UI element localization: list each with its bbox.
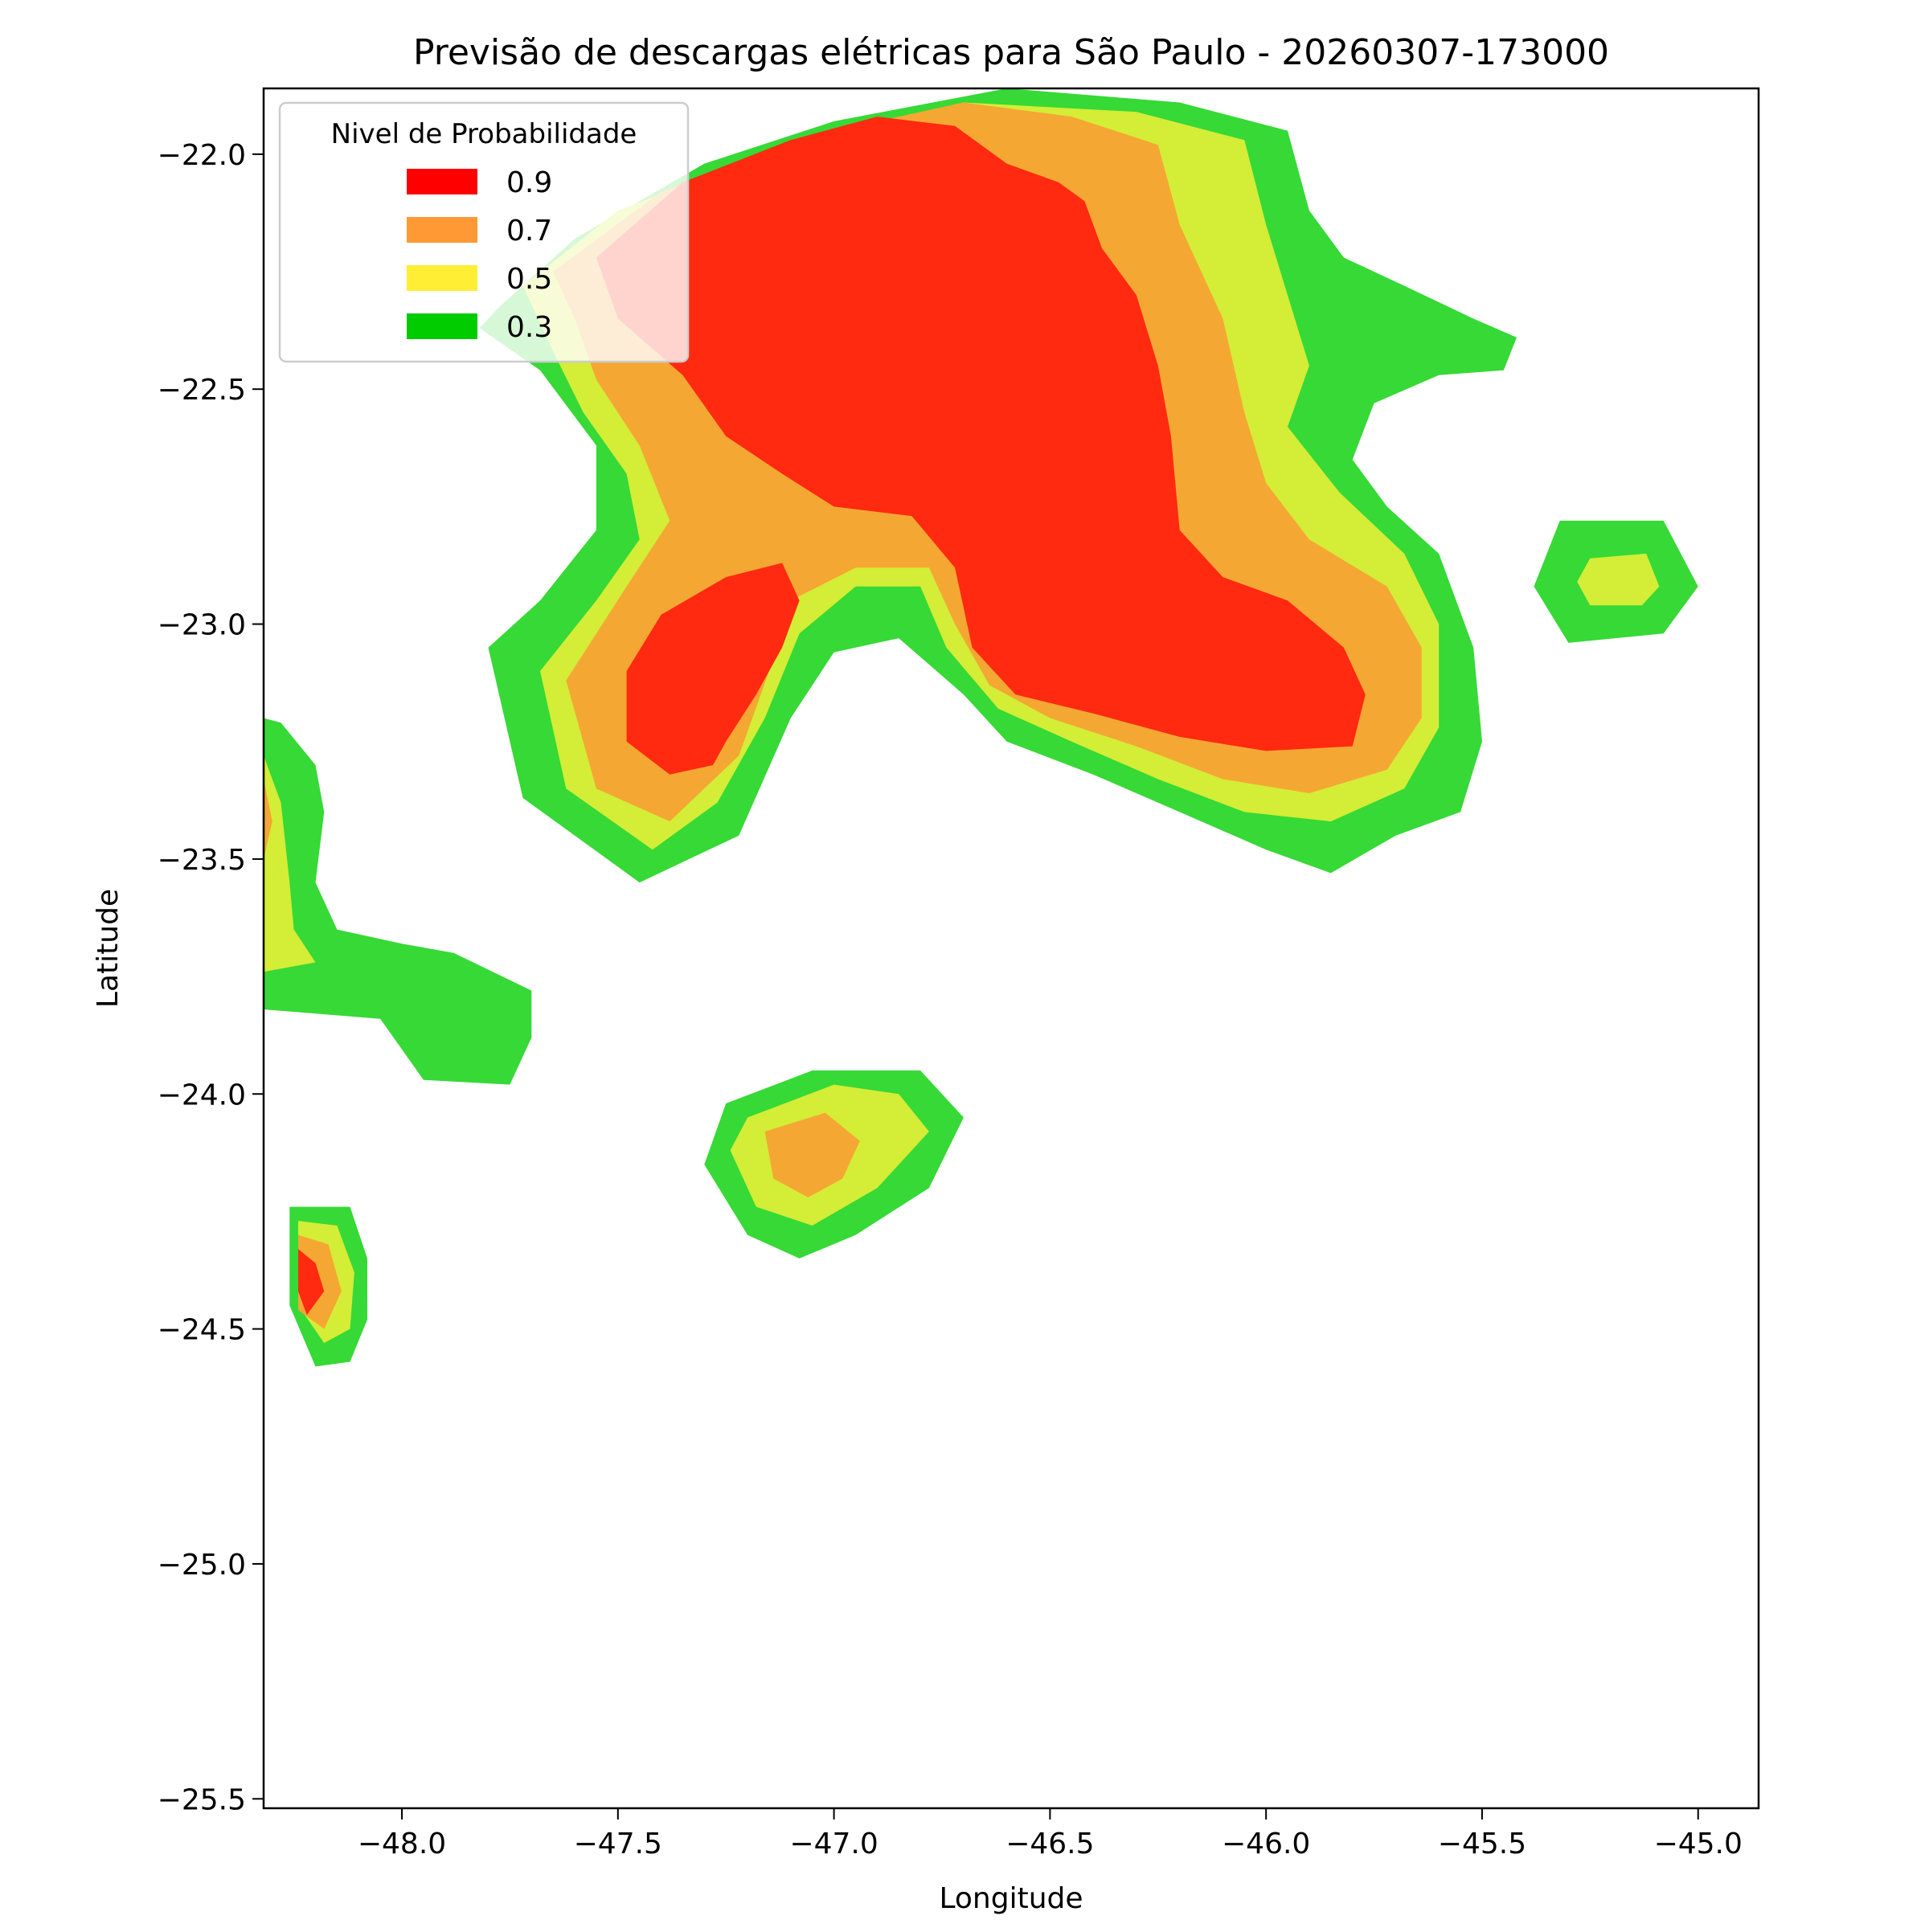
- legend: Nivel de Probabilidade 0.9 0.7 0.5 0.3: [278, 101, 690, 363]
- y-tick-label: −25.5: [158, 1783, 246, 1816]
- legend-title: Nivel de Probabilidade: [331, 118, 637, 150]
- x-tick-label: −47.0: [789, 1828, 878, 1860]
- contour-level-0_9: [298, 1249, 325, 1316]
- y-tick-label: −23.5: [158, 844, 246, 877]
- x-tick-label: −45.0: [1654, 1828, 1743, 1860]
- y-tick-label: −24.0: [158, 1079, 246, 1111]
- region-main-cell: [479, 88, 1517, 883]
- x-tick-label: −46.0: [1222, 1828, 1310, 1860]
- legend-swatch-0_3: [407, 313, 477, 339]
- contour-level-0_5: [264, 755, 316, 972]
- legend-swatch-0_9: [407, 169, 477, 194]
- legend-label-0_5: 0.5: [506, 263, 552, 296]
- contour-regions: [264, 88, 1698, 1367]
- y-tick-label: −22.0: [158, 139, 246, 172]
- region-east-spot: [1534, 520, 1698, 643]
- x-axis-label: Longitude: [939, 1882, 1083, 1915]
- x-tick-label: −47.5: [574, 1828, 662, 1860]
- contour-level-0_9: [596, 117, 1366, 751]
- y-tick-label: −24.5: [158, 1314, 246, 1347]
- legend-swatch-0_7: [407, 217, 477, 243]
- contour-level-0_7: [264, 779, 272, 859]
- legend-swatch-0_5: [407, 265, 477, 291]
- legend-box: [278, 101, 690, 363]
- region-west-cell: [264, 718, 532, 1085]
- contour-level-0_3: [264, 718, 532, 1085]
- contour-level-0_9: [626, 563, 800, 775]
- y-tick-label: −23.0: [158, 609, 246, 642]
- contour-level-0_7: [764, 1112, 860, 1197]
- legend-label-0_9: 0.9: [506, 166, 552, 199]
- legend-label-0_3: 0.3: [506, 311, 552, 344]
- legend-entries: 0.9 0.7 0.5 0.3: [407, 166, 552, 344]
- region-south-cell: [704, 1070, 964, 1259]
- y-tick-label: −22.5: [158, 374, 246, 407]
- legend-label-0_7: 0.7: [506, 215, 552, 248]
- plot-frame: [262, 87, 1760, 1810]
- contour-level-0_5: [1577, 553, 1660, 606]
- chart-title: Previsão de descargas elétricas para São…: [413, 32, 1609, 73]
- x-tick-label: −48.0: [358, 1828, 446, 1860]
- region-southwest-cell: [289, 1206, 367, 1367]
- y-axis-label: Latitude: [92, 889, 125, 1008]
- x-tick-label: −46.5: [1005, 1828, 1094, 1860]
- x-tick-label: −45.5: [1438, 1828, 1526, 1860]
- x-axis-ticks: −48.0 −47.5 −47.0 −46.5 −46.0 −45.5 −45.0: [358, 1808, 1743, 1860]
- y-axis-ticks: −22.0 −22.5 −23.0 −23.5 −24.0 −24.5 −25.0 −25.5: [158, 139, 264, 1816]
- y-tick-label: −25.0: [158, 1549, 246, 1582]
